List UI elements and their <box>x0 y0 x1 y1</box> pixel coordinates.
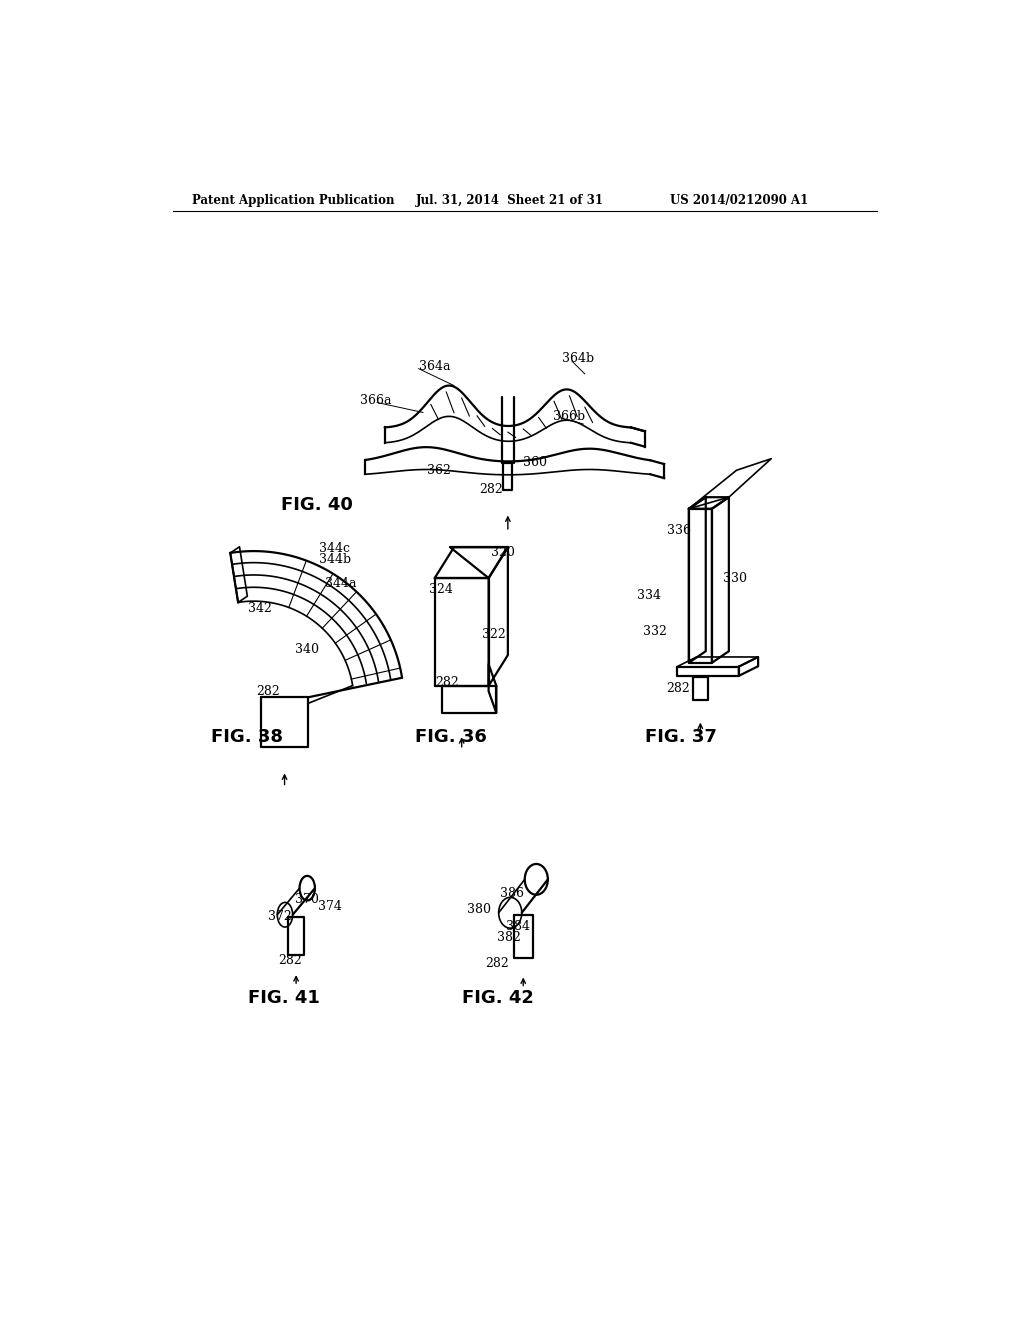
Text: 340: 340 <box>295 643 318 656</box>
Text: 334: 334 <box>637 589 662 602</box>
Text: 360: 360 <box>523 455 547 469</box>
Text: 384: 384 <box>506 920 530 933</box>
Text: 364a: 364a <box>419 360 451 372</box>
Text: 366a: 366a <box>360 395 391 408</box>
Text: 370: 370 <box>295 892 318 906</box>
Text: FIG. 42: FIG. 42 <box>462 989 534 1007</box>
Text: 282: 282 <box>279 954 302 968</box>
Text: 344b: 344b <box>319 553 351 566</box>
Text: 366b: 366b <box>553 409 585 422</box>
Text: FIG. 36: FIG. 36 <box>416 729 487 746</box>
Text: 322: 322 <box>482 628 506 640</box>
Text: 380: 380 <box>467 903 492 916</box>
Text: 332: 332 <box>643 626 667 639</box>
Text: 282: 282 <box>666 681 689 694</box>
Text: 324: 324 <box>429 583 454 597</box>
Text: 344c: 344c <box>319 543 350 556</box>
Text: 282: 282 <box>484 957 509 970</box>
Text: 344a: 344a <box>325 577 356 590</box>
Text: 364b: 364b <box>562 352 594 366</box>
Text: 342: 342 <box>248 602 271 615</box>
Text: Patent Application Publication: Patent Application Publication <box>193 194 394 207</box>
Text: 386: 386 <box>500 887 524 900</box>
Text: FIG. 38: FIG. 38 <box>211 729 284 746</box>
Text: FIG. 40: FIG. 40 <box>281 496 352 513</box>
Text: 336: 336 <box>668 524 691 537</box>
Text: US 2014/0212090 A1: US 2014/0212090 A1 <box>670 194 808 207</box>
Text: FIG. 37: FIG. 37 <box>645 729 717 746</box>
Text: 374: 374 <box>318 900 342 913</box>
Text: FIG. 41: FIG. 41 <box>248 989 319 1007</box>
Text: Jul. 31, 2014  Sheet 21 of 31: Jul. 31, 2014 Sheet 21 of 31 <box>416 194 603 207</box>
Text: 282: 282 <box>256 685 280 698</box>
Text: 362: 362 <box>427 463 451 477</box>
Text: 372: 372 <box>267 909 292 923</box>
Text: 320: 320 <box>490 546 515 560</box>
Text: 330: 330 <box>724 572 748 585</box>
Text: 282: 282 <box>435 676 459 689</box>
Text: 282: 282 <box>479 483 503 496</box>
Text: 382: 382 <box>497 931 521 944</box>
